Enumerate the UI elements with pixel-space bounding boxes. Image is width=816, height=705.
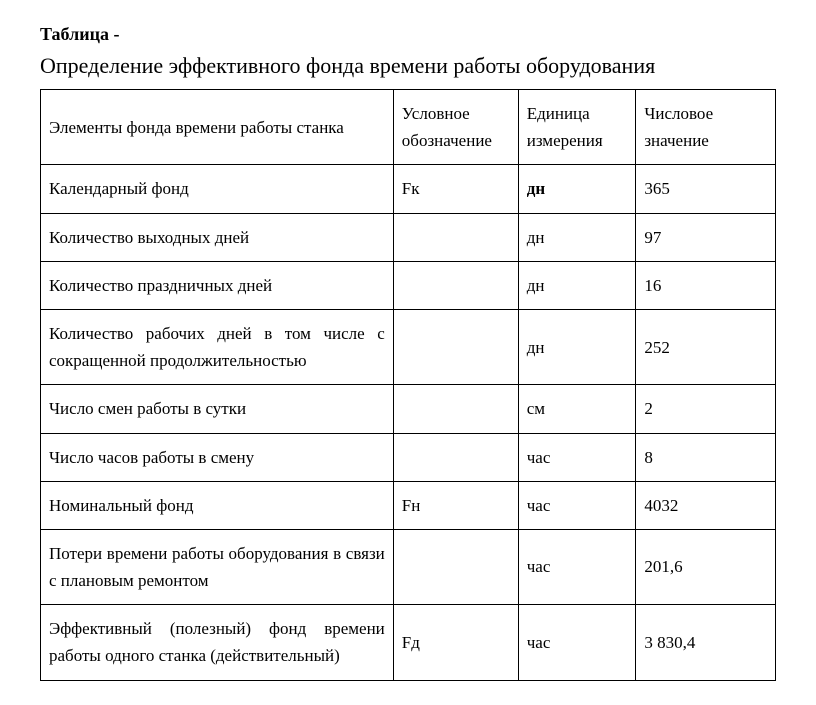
- cell-elements: Число смен работы в сутки: [41, 385, 394, 433]
- table-row: Календарный фондFкдн365: [41, 165, 776, 213]
- cell-value: 201,6: [636, 529, 776, 604]
- cell-value: 3 830,4: [636, 605, 776, 680]
- cell-symbol: [393, 385, 518, 433]
- table-row: Потери времени работы оборудования в свя…: [41, 529, 776, 604]
- table-row: Количество праздничных дней дн16: [41, 261, 776, 309]
- cell-value: 2: [636, 385, 776, 433]
- header-row: Элементы фонда времени работы станка Усл…: [41, 90, 776, 165]
- cell-value: 97: [636, 213, 776, 261]
- cell-unit: час: [518, 481, 636, 529]
- cell-symbol: [393, 261, 518, 309]
- cell-unit: см: [518, 385, 636, 433]
- cell-unit: час: [518, 605, 636, 680]
- cell-symbol: Fн: [393, 481, 518, 529]
- cell-symbol: Fк: [393, 165, 518, 213]
- data-table: Элементы фонда времени работы станка Усл…: [40, 89, 776, 681]
- cell-unit: час: [518, 433, 636, 481]
- cell-elements: Количество рабочих дней в том числе с со…: [41, 309, 394, 384]
- header-unit: Единица измерения: [518, 90, 636, 165]
- table-row: Количество выходных дней дн97: [41, 213, 776, 261]
- cell-value: 8: [636, 433, 776, 481]
- table-title: Определение эффективного фонда времени р…: [40, 53, 776, 79]
- cell-value: 252: [636, 309, 776, 384]
- cell-symbol: [393, 529, 518, 604]
- table-row: Число смен работы в сутки см2: [41, 385, 776, 433]
- cell-symbol: [393, 433, 518, 481]
- cell-unit: дн: [518, 261, 636, 309]
- cell-unit: дн: [518, 213, 636, 261]
- cell-symbol: [393, 213, 518, 261]
- header-elements: Элементы фонда времени работы станка: [41, 90, 394, 165]
- cell-unit: дн: [518, 309, 636, 384]
- cell-unit: час: [518, 529, 636, 604]
- cell-unit: дн: [518, 165, 636, 213]
- cell-elements: Число часов работы в смену: [41, 433, 394, 481]
- cell-value: 365: [636, 165, 776, 213]
- cell-symbol: [393, 309, 518, 384]
- cell-symbol: Fд: [393, 605, 518, 680]
- cell-elements: Количество праздничных дней: [41, 261, 394, 309]
- table-row: Число часов работы в смену час8: [41, 433, 776, 481]
- cell-value: 16: [636, 261, 776, 309]
- table-row: Эффективный (полезный) фонд времени рабо…: [41, 605, 776, 680]
- header-symbol: Условное обозначение: [393, 90, 518, 165]
- table-body: Календарный фондFкдн365Количество выходн…: [41, 165, 776, 680]
- cell-elements: Номинальный фонд: [41, 481, 394, 529]
- cell-elements: Календарный фонд: [41, 165, 394, 213]
- cell-elements: Количество выходных дней: [41, 213, 394, 261]
- cell-elements: Эффективный (полезный) фонд времени рабо…: [41, 605, 394, 680]
- table-label: Таблица -: [40, 24, 776, 45]
- table-row: Номинальный фондFнчас4032: [41, 481, 776, 529]
- table-row: Количество рабочих дней в том числе с со…: [41, 309, 776, 384]
- cell-value: 4032: [636, 481, 776, 529]
- header-value: Числовое значение: [636, 90, 776, 165]
- cell-elements: Потери времени работы оборудования в свя…: [41, 529, 394, 604]
